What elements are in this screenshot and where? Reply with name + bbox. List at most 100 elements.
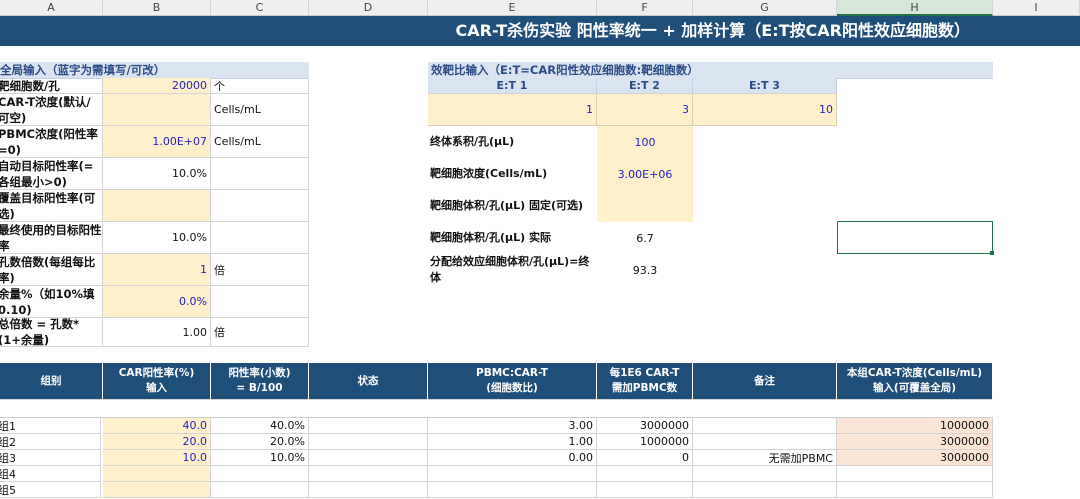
group-cell-text: 3000000 [940,451,989,464]
column-header-f[interactable]: F [597,0,693,16]
global-unit: 个 [211,78,309,94]
group-cell [309,418,428,434]
column-header-a[interactable]: A [0,0,103,16]
group-cell-text: 组3 [0,451,16,465]
group-cell-text: 20.0% [270,435,305,448]
group-cell: 无需加PBMC [693,450,837,466]
table-header-text: 备注 [754,374,775,387]
global-unit: Cells/mL [211,94,309,126]
column-header-b[interactable]: B [103,0,211,16]
et-label: E:T 2 [597,78,693,94]
group-cell-text: 0.00 [568,451,594,464]
group-cell [211,466,309,482]
global-label-text: 最终使用的目标阳性率 [0,222,102,253]
global-unit [211,158,309,190]
group-cell: 组5 [0,482,101,498]
group-cell: 组1 [0,418,101,434]
et-param-label-text: 靶细胞体积/孔(μL) 固定(可选) [430,199,584,212]
fill-handle[interactable] [990,251,994,255]
column-header-a-text: A [47,1,55,14]
global-label: PBMC浓度(阳性率=0) [0,126,103,158]
et-param-value: 93.3 [597,254,693,286]
table-header-text: 每1E6 CAR-T 需加PBMC数 [609,367,680,394]
group-cell[interactable] [837,466,993,482]
group-cell [309,434,428,450]
global-value-text: 0.0% [179,295,207,308]
column-header-c[interactable]: C [211,0,309,16]
column-header-e[interactable]: E [428,0,597,16]
group-cell-text: 3000000 [640,419,689,432]
et-section-header-text: 效靶比输入（E:T=CAR阳性效应细胞数:靶细胞数） [431,63,699,77]
global-label-text: 靶细胞数/孔 [0,78,60,93]
global-value[interactable]: 1 [103,254,211,286]
group-cell: 1.00 [428,434,597,450]
et-value-input-text: 10 [819,103,833,116]
table-header: 组别 [0,363,103,400]
group-cell[interactable] [103,466,211,482]
global-value[interactable]: 10.0% [103,222,211,254]
global-label-text: 余量%（如10%填0.10) [0,286,95,317]
group-cell[interactable]: 20.0 [103,434,211,450]
group-cell[interactable] [103,482,211,498]
column-header-i[interactable]: I [993,0,1080,16]
global-label-text: 自动目标阳性率(=各组最小>0) [0,158,94,189]
table-header: PBMC:CAR-T (细胞数比) [428,363,597,400]
global-unit: 倍 [211,318,309,347]
group-cell[interactable]: 1000000 [837,418,993,434]
column-header-h[interactable]: H [837,0,993,16]
group-cell: 0 [597,450,693,466]
group-cell: 20.0% [211,434,309,450]
global-value[interactable] [103,190,211,222]
group-cell[interactable]: 40.0 [103,418,211,434]
global-unit-text: 个 [214,79,225,93]
global-section-header: 全局输入（蓝字为需填写/可改） [0,62,309,79]
group-cell[interactable] [837,482,993,498]
group-cell [597,466,693,482]
et-param-value[interactable] [597,190,693,222]
global-value[interactable]: 1.00 [103,318,211,347]
global-label-text: 总倍数 = 孔数*(1+余量) [0,318,80,347]
et-value-input[interactable]: 3 [597,94,693,126]
group-cell-text: 组4 [0,467,16,481]
et-param-value[interactable]: 3.00E+06 [597,158,693,190]
table-header-text: PBMC:CAR-T (细胞数比) [476,367,548,394]
global-label: 最终使用的目标阳性率 [0,222,103,254]
column-header-d-text: D [363,1,373,14]
global-value[interactable]: 20000 [103,78,211,94]
et-value-input[interactable]: 1 [428,94,597,126]
group-cell[interactable]: 10.0 [103,450,211,466]
global-unit: Cells/mL [211,126,309,158]
group-cell[interactable]: 3000000 [837,434,993,450]
column-header-g[interactable]: G [693,0,837,16]
global-value[interactable]: 10.0% [103,158,211,190]
group-cell: 组2 [0,434,101,450]
column-header-c-text: C [255,1,264,14]
et-label-text: E:T 3 [749,79,780,92]
table-header: 备注 [693,363,837,400]
table-header: 本组CAR-T浓度(Cells/mL) 输入(可覆盖全局) [837,363,993,400]
group-cell[interactable]: 3000000 [837,450,993,466]
et-param-value[interactable]: 100 [597,126,693,158]
et-param-label-text: 靶细胞体积/孔(μL) 实际 [430,231,552,244]
column-header-d[interactable]: D [309,0,428,16]
group-cell [211,482,309,498]
et-value-input-text: 1 [586,103,593,116]
global-value[interactable]: 1.00E+07 [103,126,211,158]
table-header: CAR阳性率(%) 输入 [103,363,211,400]
group-cell: 3.00 [428,418,597,434]
selected-cell[interactable] [837,221,993,254]
global-unit-text: Cells/mL [214,135,261,148]
et-value-input[interactable]: 10 [693,94,837,126]
global-unit-text: Cells/mL [214,103,261,116]
table-header: 每1E6 CAR-T 需加PBMC数 [597,363,693,400]
group-cell [309,450,428,466]
global-value[interactable]: 0.0% [103,286,211,318]
group-cell [309,466,428,482]
group-cell-text: 1.00 [568,435,594,448]
group-cell-text: 40.0 [182,419,208,432]
global-label: 覆盖目标阳性率(可选) [0,190,103,222]
global-value[interactable] [103,94,211,126]
et-param-label-text: 靶细胞浓度(Cells/mL) [430,167,548,180]
table-header-text: 本组CAR-T浓度(Cells/mL) 输入(可覆盖全局) [846,367,983,394]
global-value-text: 10.0% [172,231,207,244]
